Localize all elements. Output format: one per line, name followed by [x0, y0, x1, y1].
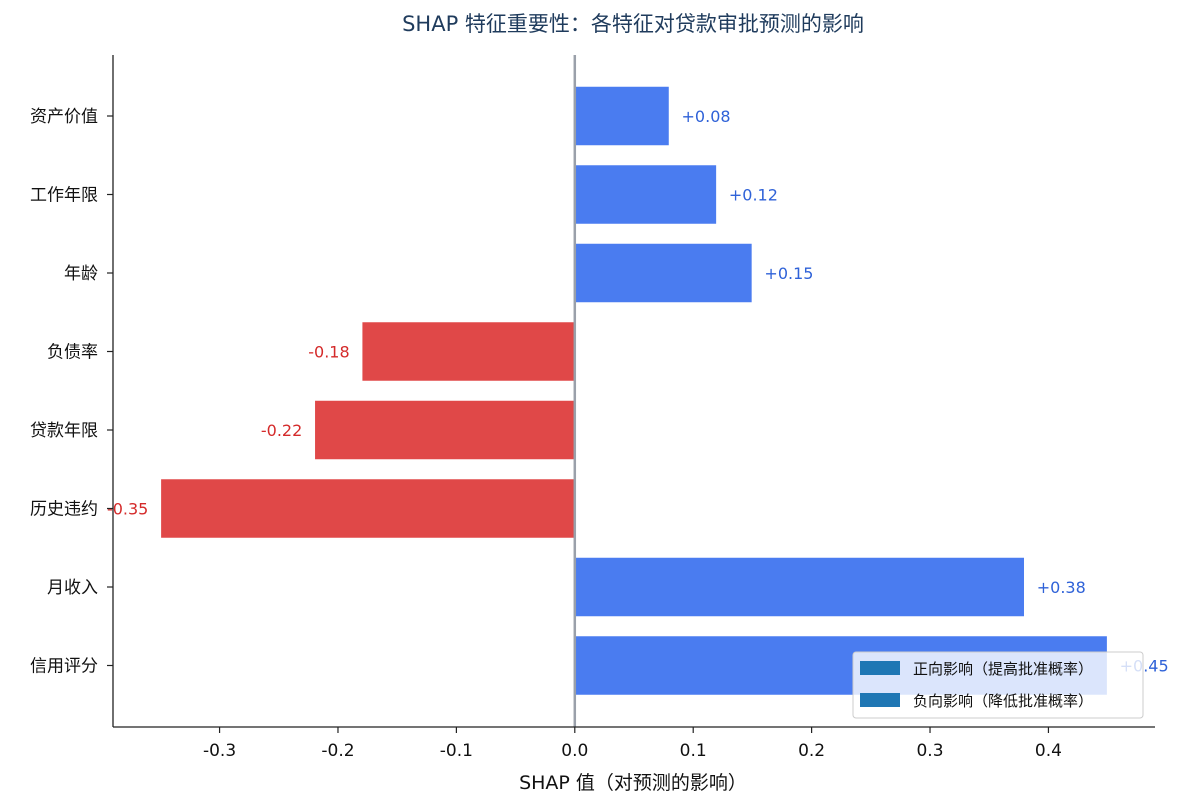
x-axis-label: SHAP 值（对预测的影响）	[519, 772, 747, 794]
legend-label-negative: 负向影响（降低批准概率）	[913, 692, 1093, 710]
x-tick-label: 0.2	[798, 741, 825, 761]
x-tick-label: -0.3	[203, 741, 236, 761]
bar-value-label: +0.38	[1037, 578, 1086, 597]
bar-value-label: +0.08	[682, 107, 731, 126]
legend: 正向影响（提高批准概率） 负向影响（降低批准概率）	[852, 651, 1144, 719]
y-tick-label: 负债率	[47, 343, 98, 363]
x-tick-label: 0.4	[1035, 741, 1062, 761]
bar-value-label: +0.12	[729, 186, 778, 205]
x-ticks: -0.3 -0.2 -0.1 0.0 0.1 0.2 0.3 0.4	[203, 727, 1062, 761]
x-tick-label: -0.2	[321, 741, 354, 761]
bar-value-label: -0.18	[308, 343, 349, 362]
y-tick-label: 工作年限	[30, 186, 98, 206]
x-tick-label: 0.1	[680, 741, 707, 761]
y-tick-label: 资产价值	[30, 107, 98, 127]
y-tick-label: 贷款年限	[30, 421, 98, 441]
legend-box	[852, 651, 1144, 719]
legend-swatch-positive	[860, 661, 900, 675]
bar	[360, 320, 576, 383]
y-tick-label: 年龄	[64, 264, 98, 284]
x-tick-label: -0.1	[440, 741, 473, 761]
y-tick-label: 历史违约	[30, 500, 98, 520]
bar	[159, 477, 576, 540]
x-tick-label: 0.3	[916, 741, 943, 761]
x-tick-label: 0.0	[561, 741, 588, 761]
bar-value-label: -0.35	[107, 500, 148, 519]
bar	[574, 163, 718, 226]
bar	[574, 242, 754, 304]
y-tick-label: 月收入	[47, 578, 98, 598]
bars-layer	[159, 85, 1109, 697]
chart-title: SHAP 特征重要性：各特征对贷款审批预测的影响	[402, 12, 864, 36]
legend-swatch-negative	[860, 693, 900, 707]
bar	[574, 85, 671, 147]
bar	[313, 399, 576, 461]
legend-label-positive: 正向影响（提高批准概率）	[913, 660, 1093, 678]
bar-value-label: -0.22	[261, 421, 302, 440]
bar-value-label: +0.15	[764, 264, 813, 283]
y-tick-label: 信用评分	[30, 657, 98, 677]
bar	[574, 556, 1026, 618]
